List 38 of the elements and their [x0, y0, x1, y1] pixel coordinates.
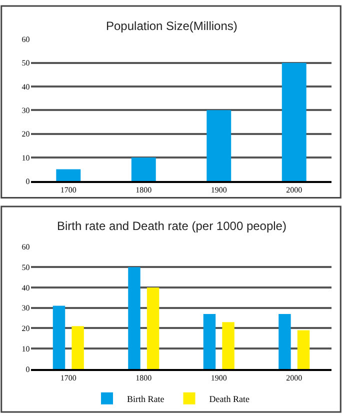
y-tick-label: 60 [22, 242, 30, 252]
chart-title: Birth rate and Death rate (per 1000 people) [57, 219, 286, 233]
bar [72, 326, 84, 369]
chart-title: Population Size(Millions) [106, 19, 238, 33]
y-tick-label: 40 [22, 82, 30, 92]
bar [206, 110, 232, 182]
y-tick-label: 10 [22, 153, 30, 162]
y-tick-label: 50 [22, 262, 30, 272]
y-tick-label: 60 [22, 35, 30, 44]
y-tick-label: 30 [22, 106, 30, 115]
bar [278, 314, 291, 369]
x-tick-label: 1900 [210, 185, 227, 194]
y-tick-label: 40 [22, 283, 30, 292]
x-tick-label: 1700 [60, 185, 76, 194]
y-tick-label: 0 [26, 176, 30, 186]
x-tick-label: 2000 [286, 185, 302, 194]
x-tick-label: 1700 [60, 373, 76, 382]
x-tick-label: 1900 [210, 373, 227, 382]
y-tick-label: 20 [22, 130, 30, 139]
legend-label: Birth Rate [127, 394, 164, 404]
legend-label: Death Rate [209, 394, 250, 404]
bar [128, 267, 140, 369]
y-tick-label: 50 [22, 58, 30, 68]
bar [131, 157, 156, 182]
bar [203, 314, 216, 369]
y-tick-label: 30 [22, 304, 30, 313]
x-tick-label: 1800 [136, 373, 152, 382]
bar [52, 306, 66, 369]
x-tick-label: 1800 [136, 185, 152, 194]
y-tick-label: 10 [22, 344, 30, 354]
bar [56, 169, 81, 182]
bar [297, 330, 310, 369]
bar [222, 322, 234, 369]
bar [282, 62, 306, 182]
y-tick-label: 20 [22, 324, 30, 334]
y-tick-label: 0 [26, 364, 30, 374]
x-tick-label: 2000 [286, 373, 302, 382]
bar [146, 287, 160, 369]
